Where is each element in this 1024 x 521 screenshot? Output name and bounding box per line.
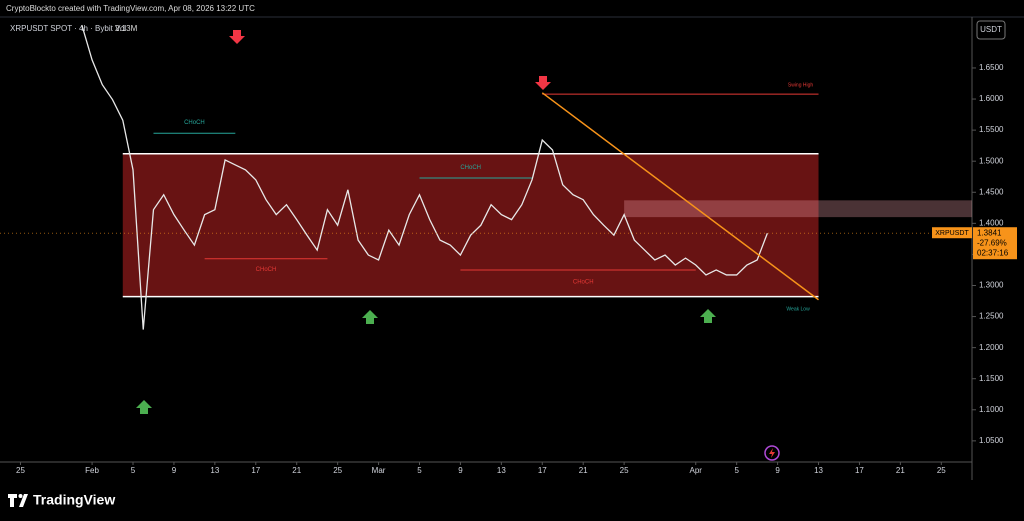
symbol-tag-text: XRPUSDT (935, 230, 969, 237)
structure-label: CHoCH (573, 279, 594, 285)
x-tick-label: 25 (937, 466, 946, 475)
chart-title: XRPUSDT SPOT · 4h · Bybit Vol (10, 24, 126, 33)
x-tick-label: 25 (333, 466, 342, 475)
y-tick-label: 1.2000 (979, 343, 1004, 352)
brand: TradingView (33, 492, 115, 508)
up-arrow (136, 400, 152, 414)
volume: 2.13M (115, 24, 138, 33)
currency: USDT (980, 25, 1002, 34)
up-arrow (362, 310, 378, 324)
y-tick-label: 1.4500 (979, 187, 1004, 196)
x-tick-label: 21 (292, 466, 301, 475)
x-tick-label: 13 (210, 466, 219, 475)
x-tick-label: Feb (85, 466, 99, 475)
y-tick-label: 1.5000 (979, 156, 1004, 165)
logo-mark (18, 494, 23, 498)
structure-label: CHoCH (184, 120, 205, 126)
x-tick-label: 5 (131, 466, 136, 475)
x-tick-label: 5 (734, 466, 739, 475)
structure-label: CHoCH (256, 267, 277, 273)
y-tick-label: 1.6000 (979, 94, 1004, 103)
x-tick-label: 13 (814, 466, 823, 475)
range-box (122, 153, 819, 297)
currency-box (976, 20, 1006, 40)
down-arrow (229, 30, 245, 44)
x-tick-label: 17 (538, 466, 547, 475)
x-tick-label: 13 (497, 466, 506, 475)
weak-low-label: Weak Low (786, 306, 810, 312)
x-tick-label: 17 (251, 466, 260, 475)
y-tick-label: 1.1000 (979, 405, 1004, 414)
x-tick-label: 21 (579, 466, 588, 475)
x-tick-label: 25 (16, 466, 25, 475)
x-tick-label: 5 (417, 466, 422, 475)
x-tick-label: Apr (690, 466, 703, 475)
price-tag (973, 227, 1017, 260)
alert-icon (769, 448, 775, 458)
alert-icon[interactable] (764, 445, 780, 461)
change: -27.69% (977, 238, 1007, 247)
x-tick-label: 25 (620, 466, 629, 475)
y-tick-label: 1.1500 (979, 374, 1004, 383)
x-tick-label: 21 (896, 466, 905, 475)
arrows (136, 30, 716, 414)
plot: CHoCH CHoCH CHoCH CHoCH Swing High Weak Low (0, 24, 972, 330)
x-tick-label: 9 (775, 466, 780, 475)
swing-high-label: Swing High (788, 82, 814, 88)
resistance-zone (624, 200, 972, 218)
up-arrow (700, 309, 716, 323)
last-price: 1.3841 (977, 228, 1002, 237)
symbol-tag (932, 227, 972, 239)
y-tick-label: 1.4000 (979, 218, 1004, 227)
price-line (81, 24, 768, 330)
y-tick-label: 1.6500 (979, 63, 1004, 72)
y-tick-label: 1.5500 (979, 125, 1004, 134)
y-tick-label: 1.2500 (979, 312, 1004, 321)
x-tick-label: 17 (855, 466, 864, 475)
logo-mark (8, 494, 28, 507)
x-tick-label: 9 (458, 466, 463, 475)
countdown: 02:37:16 (977, 248, 1009, 257)
logo (8, 494, 28, 507)
structure-label: CHoCH (460, 165, 481, 171)
header: CryptoBlockto created with TradingView.c… (6, 4, 255, 13)
x-tick-label: 9 (172, 466, 177, 475)
x-tick-label: Mar (372, 466, 386, 475)
y-tick-label: 1.0500 (979, 436, 1004, 445)
down-arrow (535, 76, 551, 90)
trendline (541, 92, 819, 301)
y-tick-label: 1.3000 (979, 281, 1004, 290)
